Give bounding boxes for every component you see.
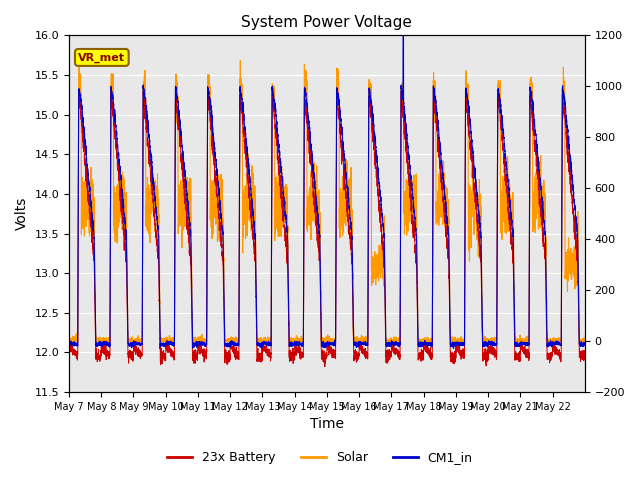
X-axis label: Time: Time: [310, 418, 344, 432]
Legend: 23x Battery, Solar, CM1_in: 23x Battery, Solar, CM1_in: [163, 446, 477, 469]
Title: System Power Voltage: System Power Voltage: [241, 15, 412, 30]
Y-axis label: Volts: Volts: [15, 197, 29, 230]
Text: VR_met: VR_met: [78, 52, 125, 62]
